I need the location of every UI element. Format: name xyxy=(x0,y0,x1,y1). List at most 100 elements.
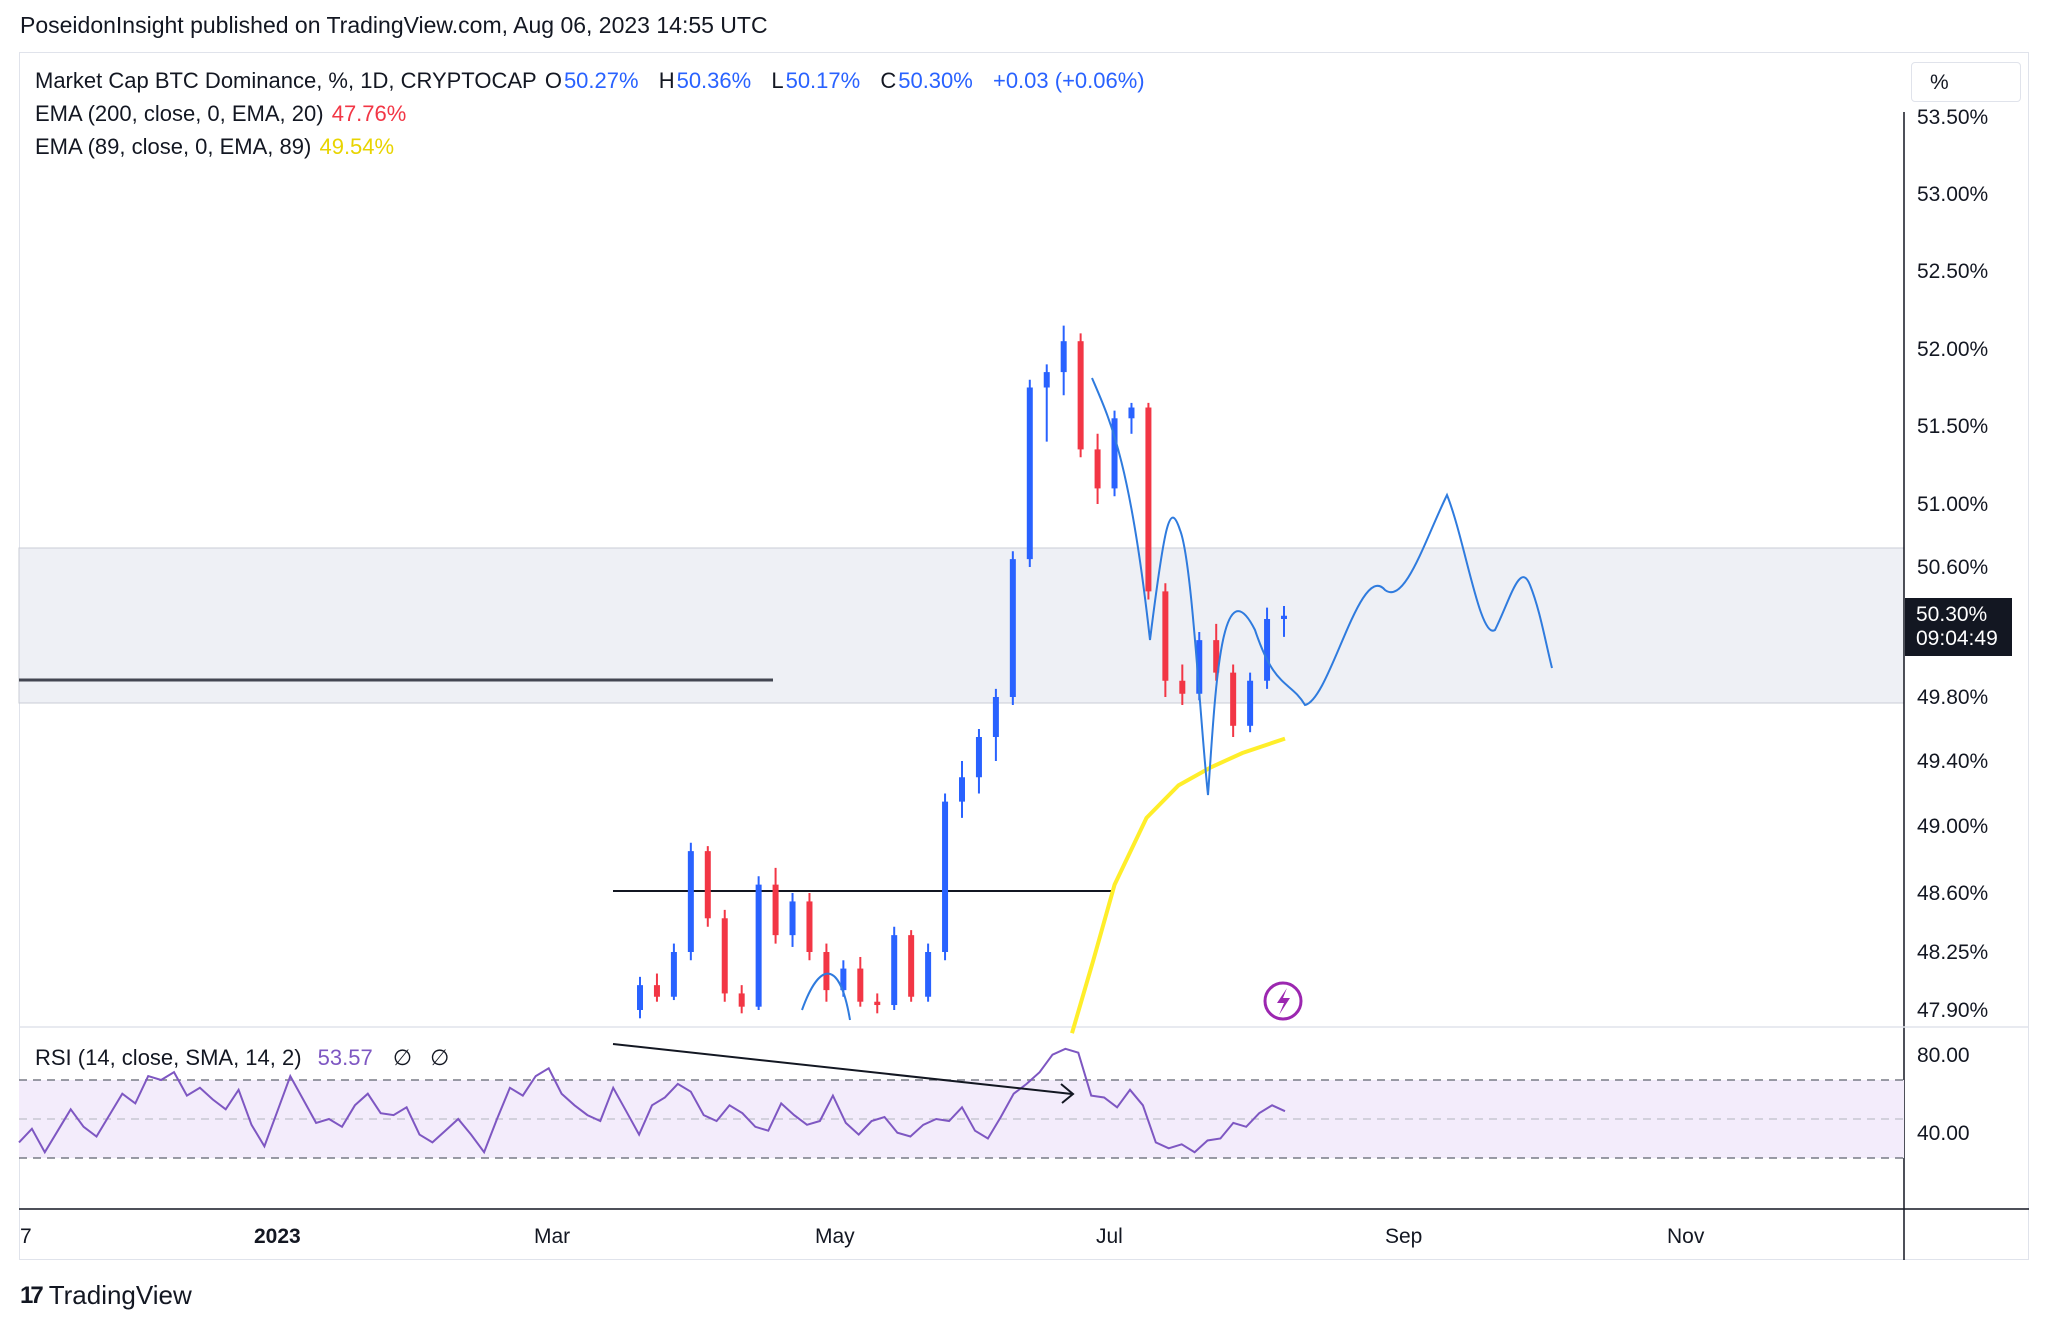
price-tick-label: 49.40% xyxy=(1917,750,1988,773)
ema89-line[interactable] xyxy=(1070,736,1286,1034)
price-tick-label: 53.50% xyxy=(1917,106,1988,129)
candle-body xyxy=(755,884,762,1007)
rsi-na-1: ∅ xyxy=(392,1045,413,1070)
price-tick-label: 49.80% xyxy=(1917,686,1988,709)
price-tick-label: 53.00% xyxy=(1917,183,1988,206)
open-value: 50.27% xyxy=(563,68,639,93)
high-key: H xyxy=(658,68,675,93)
candle-body xyxy=(959,777,965,802)
candle-body xyxy=(1230,672,1237,726)
rsi-line[interactable] xyxy=(18,1047,1286,1155)
time-tick-label: 7 xyxy=(20,1225,32,1248)
candle-body xyxy=(840,968,847,991)
divergence-trendline[interactable] xyxy=(612,1043,1073,1095)
candle-body xyxy=(874,1001,881,1006)
candle-body xyxy=(1145,407,1152,592)
ema89-value: 49.54% xyxy=(319,134,395,159)
price-tick-label: 48.25% xyxy=(1917,941,1988,964)
candle-body xyxy=(1009,559,1016,697)
main-legend[interactable]: Market Cap BTC Dominance, %, 1D, CRYPTOC… xyxy=(35,68,1147,94)
candle-body xyxy=(653,985,660,997)
tradingview-logo-icon: 17 xyxy=(20,1281,44,1309)
candle-body xyxy=(975,737,982,778)
logo-text: TradingView xyxy=(48,1280,192,1310)
candle-body xyxy=(1111,418,1118,489)
candle-body xyxy=(1213,640,1220,673)
candle-body xyxy=(823,952,830,991)
rsi-value: 53.57 xyxy=(317,1045,373,1070)
last-price-value: 50.30% xyxy=(1916,603,1988,626)
publish-line: PoseidonInsight published on TradingView… xyxy=(20,12,768,38)
lightning-bolt-icon xyxy=(1277,988,1290,1015)
high-value: 50.36% xyxy=(676,68,752,93)
last-price-label: 50.30% 09:04:49 xyxy=(1905,598,2012,656)
time-tick-label: Nov xyxy=(1667,1225,1705,1248)
candle-body xyxy=(1060,341,1067,373)
candle-body xyxy=(942,801,949,952)
arrow-head-icon xyxy=(1060,1083,1075,1104)
candle-body xyxy=(687,851,694,952)
price-tick-label: 50.60% xyxy=(1917,556,1988,579)
price-tick-label: 52.00% xyxy=(1917,338,1988,361)
candle-body xyxy=(992,697,999,737)
candle-body xyxy=(1196,640,1203,694)
candle-body xyxy=(772,884,779,936)
low-value: 50.17% xyxy=(785,68,861,93)
candle-body xyxy=(704,851,711,919)
candle-body xyxy=(925,952,932,997)
candle-body xyxy=(1162,591,1169,681)
rsi-na-2: ∅ xyxy=(430,1045,450,1070)
time-tick-label: Jul xyxy=(1096,1225,1123,1248)
candle-body xyxy=(1264,619,1271,681)
price-tick-label: 52.50% xyxy=(1917,260,1988,283)
unit-toggle-button[interactable]: % xyxy=(1911,62,2021,102)
ema89-legend[interactable]: EMA (89, close, 0, EMA, 89) 49.54% xyxy=(35,134,396,160)
price-tick-label: 49.00% xyxy=(1917,815,1988,838)
close-key: C xyxy=(880,68,897,93)
candle-body xyxy=(891,935,898,1006)
candle-body xyxy=(1026,387,1033,560)
candle-body xyxy=(721,918,728,994)
candle-body xyxy=(1077,341,1084,450)
rsi-label: RSI (14, close, SMA, 14, 2) xyxy=(35,1045,302,1070)
candle-body xyxy=(1281,615,1287,619)
candle-body xyxy=(1179,680,1186,694)
candle-body xyxy=(738,993,745,1007)
bar-countdown: 09:04:49 xyxy=(1916,627,1998,650)
price-tick-label: 51.00% xyxy=(1917,493,1988,516)
ema89-label: EMA (89, close, 0, EMA, 89) xyxy=(35,134,312,159)
time-tick-label: May xyxy=(815,1225,855,1248)
candle-body xyxy=(1094,449,1101,489)
rsi-legend[interactable]: RSI (14, close, SMA, 14, 2) 53.57 ∅ ∅ xyxy=(35,1045,451,1071)
support-resistance-zone[interactable] xyxy=(18,547,1905,704)
rsi-tick-label: 80.00 xyxy=(1917,1044,1970,1067)
projection-path[interactable] xyxy=(801,972,851,1021)
candle-body xyxy=(806,901,813,952)
time-tick-label: Sep xyxy=(1385,1225,1422,1248)
price-tick-label: 47.90% xyxy=(1917,999,1988,1022)
candle-body xyxy=(1247,680,1254,726)
rsi-tick-label: 40.00 xyxy=(1917,1122,1970,1145)
price-tick-label: 51.50% xyxy=(1917,415,1988,438)
candle-body xyxy=(637,985,643,1010)
symbol-title: Market Cap BTC Dominance, %, 1D, CRYPTOC… xyxy=(35,68,537,93)
low-key: L xyxy=(771,68,784,93)
tradingview-logo[interactable]: 17 TradingView xyxy=(20,1280,192,1311)
time-tick-label: Mar xyxy=(534,1225,570,1248)
candle-body xyxy=(1043,372,1050,388)
candle-body xyxy=(789,901,796,936)
close-value: 50.30% xyxy=(898,68,973,93)
price-tick-label: 48.60% xyxy=(1917,882,1988,905)
candle-body xyxy=(908,935,915,997)
candle-body xyxy=(670,952,677,997)
ema200-value: 47.76% xyxy=(331,101,407,126)
candle-body xyxy=(857,968,864,1002)
projection-path[interactable] xyxy=(1091,377,1553,796)
ema200-legend[interactable]: EMA (200, close, 0, EMA, 20) 47.76% xyxy=(35,101,408,127)
ema200-label: EMA (200, close, 0, EMA, 20) xyxy=(35,101,324,126)
open-key: O xyxy=(544,68,562,93)
candle-body xyxy=(1128,407,1135,419)
time-tick-label: 2023 xyxy=(254,1225,301,1248)
change-value: +0.03 (+0.06%) xyxy=(992,68,1145,93)
